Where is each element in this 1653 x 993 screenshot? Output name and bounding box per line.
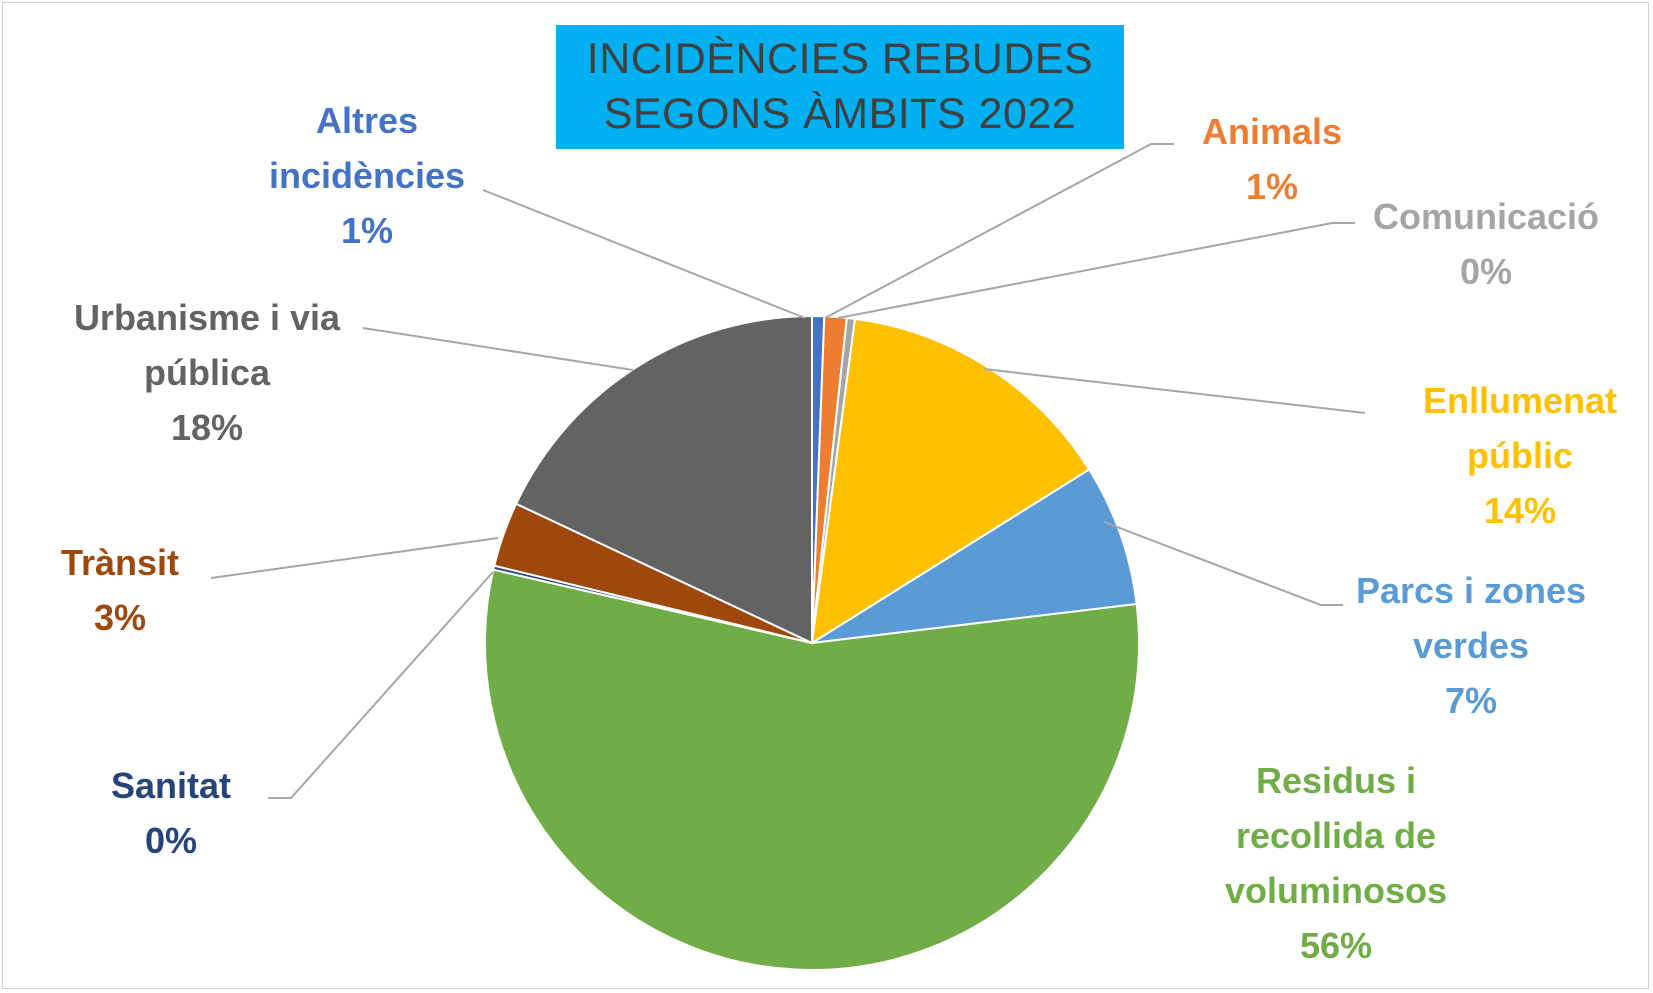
data-label-0: Altres incidències 1% (167, 93, 567, 258)
data-label-5: Residus i recollida de voluminosos 56% (1136, 753, 1536, 973)
data-label-name-line: Parcs i zones (1355, 570, 1587, 611)
leader-line-2 (837, 222, 1355, 319)
data-label-1: Animals 1% (1072, 104, 1472, 214)
data-label-percent: 7% (1444, 680, 1498, 721)
chart-title-line-1: INCIDÈNCIES REBUDES (586, 35, 1094, 83)
data-label-name-line: voluminosos (1224, 870, 1448, 911)
data-label-name-line: Trànsit (60, 542, 180, 583)
data-label-name-line: recollida de (1235, 815, 1437, 856)
data-label-name-line: Sanitat (110, 765, 232, 806)
data-label-2: Comunicació 0% (1286, 189, 1653, 299)
data-label-name-line: verdes (1412, 625, 1530, 666)
chart-title: INCIDÈNCIES REBUDES SEGONS ÀMBITS 2022 (556, 25, 1124, 149)
data-label-name-line: Altres (315, 100, 419, 141)
pie-slice-8 (514, 314, 813, 645)
pie-slice-4 (811, 468, 1138, 644)
data-label-percent: 0% (1459, 251, 1513, 292)
data-label-6: Sanitat 0% (0, 758, 371, 868)
data-label-percent: 14% (1483, 490, 1557, 531)
leader-line-3 (983, 368, 1366, 414)
data-label-percent: 3% (93, 597, 147, 638)
data-label-8: Urbanisme i via pública 18% (7, 290, 407, 455)
data-label-name-line: públic (1467, 435, 1573, 476)
data-label-percent: 1% (1245, 166, 1299, 207)
data-label-percent: 1% (340, 210, 394, 251)
data-label-name-line: Residus i (1255, 760, 1417, 801)
data-label-percent: 18% (170, 407, 244, 448)
data-label-name-line: pública (143, 352, 271, 393)
leader-line-4 (1103, 521, 1343, 606)
data-label-name-line: Urbanisme i via (73, 297, 341, 338)
data-label-7: Trànsit 3% (0, 535, 320, 645)
data-label-name-line: Animals (1201, 111, 1343, 152)
data-label-percent: 0% (144, 820, 198, 861)
pie-slice-5 (484, 568, 1140, 971)
data-label-percent: 56% (1299, 925, 1373, 966)
pie-slice-3 (810, 317, 1091, 645)
leader-line-1 (824, 143, 1174, 319)
leader-line-8 (362, 327, 634, 371)
data-label-name-line: Enllumenat (1422, 380, 1618, 421)
data-label-3: Enllumenat públic 14% (1320, 373, 1653, 538)
leader-line-0 (482, 189, 806, 319)
data-label-name-line: incidències (268, 155, 466, 196)
chart-title-line-2: SEGONS ÀMBITS 2022 (603, 90, 1077, 138)
leader-line-7 (210, 537, 499, 579)
leader-line-6 (268, 571, 494, 799)
data-label-name-line: Comunicació (1372, 196, 1600, 237)
data-label-4: Parcs i zones verdes 7% (1271, 563, 1653, 728)
